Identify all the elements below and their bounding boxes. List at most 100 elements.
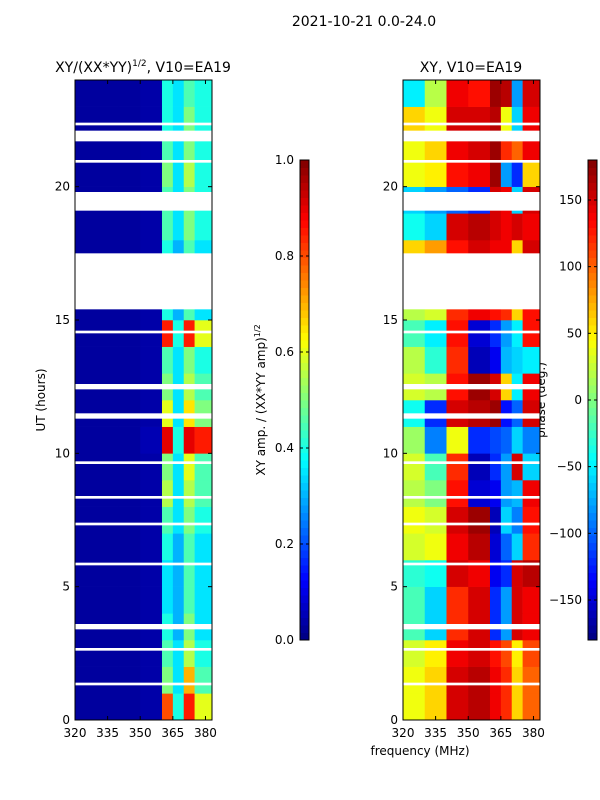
heatmap-cell bbox=[511, 213, 523, 241]
heatmap-cell bbox=[446, 160, 469, 187]
heatmap-cell bbox=[468, 586, 491, 614]
colorbar-segment bbox=[588, 272, 597, 281]
heatmap-cell bbox=[500, 693, 513, 721]
heatmap-cell bbox=[140, 640, 163, 667]
colorbar-segment bbox=[300, 490, 309, 498]
colorbar-segment bbox=[588, 220, 597, 228]
heatmap-cell bbox=[489, 666, 502, 694]
heatmap-cell bbox=[500, 480, 513, 507]
heatmap-cell bbox=[161, 453, 174, 481]
right-panel-title: XY, V10=EA19 bbox=[420, 60, 522, 76]
heatmap-cell bbox=[118, 533, 141, 561]
heatmap-cell bbox=[172, 426, 185, 454]
heatmap-cell bbox=[522, 346, 541, 374]
heatmap-cell bbox=[183, 693, 195, 721]
colorbar-segment bbox=[300, 302, 309, 311]
colorbar-segment bbox=[588, 280, 597, 288]
heatmap-cell bbox=[500, 506, 513, 534]
heatmap-cell bbox=[403, 160, 426, 187]
colorbar-segment bbox=[588, 415, 597, 423]
heatmap-cell bbox=[500, 320, 513, 347]
heatmap-cell bbox=[446, 480, 469, 507]
colorbar-segment bbox=[588, 535, 597, 543]
amp-colorbar-label: XY amp. / (XX*YY amp)1/2 bbox=[253, 324, 268, 475]
colorbar-segment bbox=[300, 625, 309, 633]
heatmap-cell bbox=[172, 586, 185, 614]
phase-heatmap: 320 335 350 365 380 0 5 10 15 20 bbox=[383, 79, 545, 740]
colorbar-segment bbox=[300, 362, 309, 371]
heatmap-cell bbox=[75, 533, 98, 561]
heatmap-cell bbox=[424, 586, 447, 614]
colorbar-segment bbox=[588, 370, 597, 378]
colorbar-segment bbox=[588, 197, 597, 206]
no-data-band bbox=[75, 648, 212, 651]
heatmap-cell bbox=[96, 453, 119, 481]
heatmap-cell bbox=[468, 453, 491, 481]
heatmap-cell bbox=[403, 640, 426, 667]
heatmap-cell bbox=[424, 426, 447, 454]
colorbar-segment bbox=[588, 632, 597, 641]
no-data-band bbox=[403, 648, 540, 651]
colorbar-segment bbox=[588, 310, 597, 318]
heatmap-cell bbox=[500, 133, 513, 161]
heatmap-cell bbox=[118, 320, 141, 347]
heatmap-cell bbox=[403, 346, 426, 374]
x-tick-label: 365 bbox=[489, 726, 512, 740]
heatmap-cell bbox=[183, 586, 195, 614]
heatmap-cell bbox=[172, 506, 185, 534]
heatmap-cell bbox=[118, 213, 141, 241]
heatmap-cell bbox=[96, 320, 119, 347]
colorbar-segment bbox=[300, 317, 309, 326]
y-tick-label: 0 bbox=[390, 713, 398, 727]
no-data-band bbox=[75, 253, 212, 310]
colorbar-segment bbox=[300, 325, 309, 333]
no-data-band bbox=[403, 130, 540, 142]
heatmap-cell bbox=[183, 106, 195, 134]
heatmap-cell bbox=[424, 320, 447, 347]
colorbar-segment bbox=[300, 467, 309, 476]
heatmap-cell bbox=[500, 106, 513, 134]
no-data-band bbox=[75, 330, 212, 334]
heatmap-cell bbox=[172, 693, 185, 721]
colorbar-tick-label: 0.2 bbox=[275, 537, 294, 551]
y-tick-label: 20 bbox=[55, 180, 70, 194]
heatmap-cell bbox=[500, 560, 513, 587]
colorbar-segment bbox=[588, 325, 597, 333]
heatmap-cell bbox=[172, 160, 185, 187]
heatmap-cell bbox=[489, 80, 502, 107]
colorbar-segment bbox=[588, 265, 597, 273]
colorbar-segment bbox=[588, 602, 597, 611]
figure-title: 2021-10-21 0.0-24.0 bbox=[292, 14, 436, 30]
plot-frame bbox=[402, 79, 541, 721]
heatmap-cell bbox=[522, 666, 541, 694]
y-tick-label: 5 bbox=[62, 580, 70, 594]
colorbar-tick-label: 0.4 bbox=[275, 441, 294, 455]
no-data-band bbox=[403, 496, 540, 499]
colorbar-segment bbox=[300, 550, 309, 558]
heatmap-cell bbox=[522, 560, 541, 587]
colorbar-segment bbox=[300, 160, 309, 168]
heatmap-cell bbox=[522, 426, 541, 454]
heatmap-cell bbox=[511, 426, 523, 454]
heatmap-cell bbox=[140, 506, 163, 534]
heatmap-cell bbox=[194, 80, 213, 107]
heatmap-cell bbox=[403, 693, 426, 721]
colorbar-segment bbox=[300, 460, 309, 468]
heatmap-cell bbox=[183, 213, 195, 241]
colorbar-segment bbox=[588, 572, 597, 581]
colorbar-segment bbox=[588, 295, 597, 303]
heatmap-cell bbox=[161, 80, 174, 107]
no-data-band bbox=[403, 160, 540, 163]
no-data-band bbox=[403, 192, 540, 211]
colorbar-segment bbox=[300, 632, 309, 641]
colorbar-segment bbox=[300, 250, 309, 258]
heatmap-cell bbox=[183, 560, 195, 587]
colorbar-segment bbox=[588, 437, 597, 446]
heatmap-cell bbox=[424, 480, 447, 507]
colorbar-segment bbox=[588, 317, 597, 326]
heatmap-cell bbox=[161, 133, 174, 161]
colorbar-segment bbox=[300, 505, 309, 513]
colorbar-segment bbox=[300, 520, 309, 528]
x-tick-label: 320 bbox=[64, 726, 87, 740]
heatmap-cell bbox=[194, 320, 213, 347]
